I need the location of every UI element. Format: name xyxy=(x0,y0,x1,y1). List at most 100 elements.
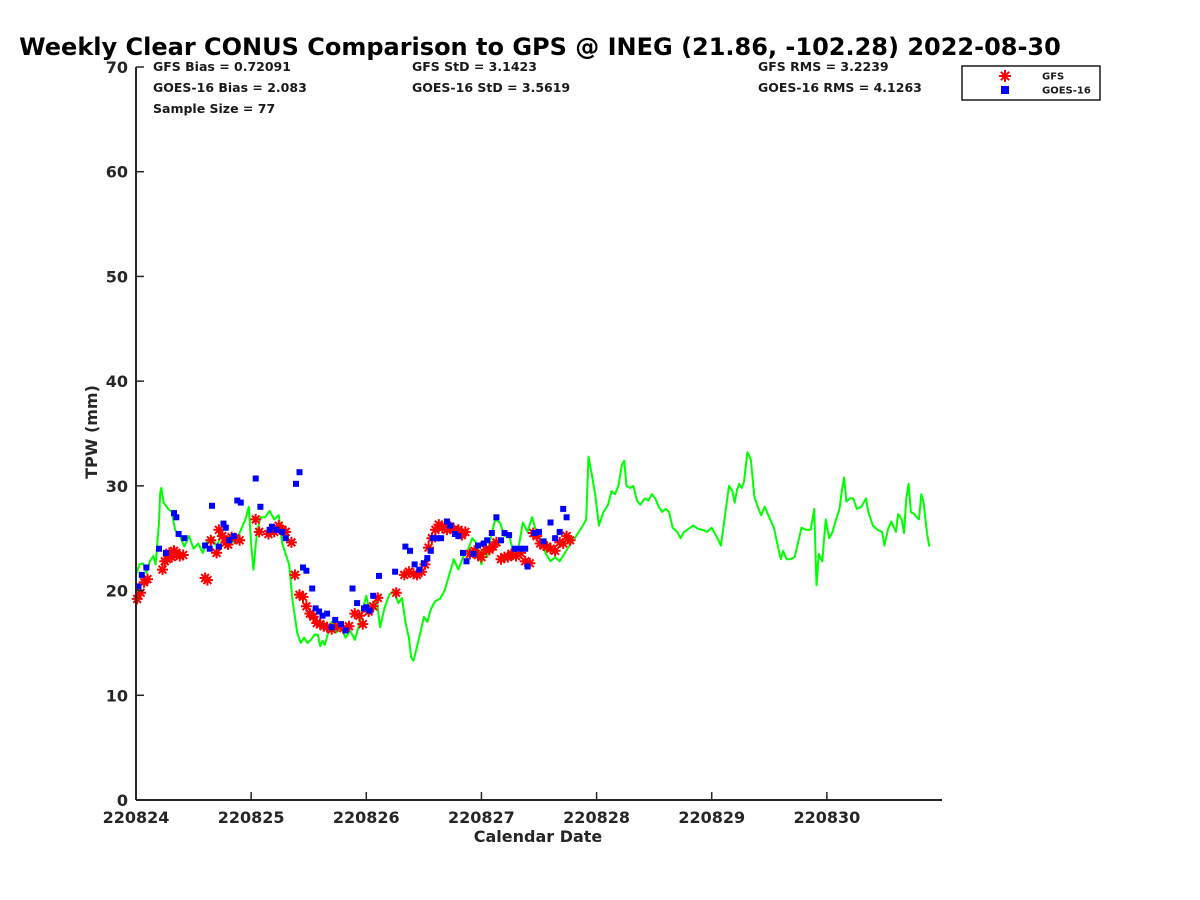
gfs-point xyxy=(253,526,265,538)
goes16-point xyxy=(411,561,418,568)
gfs-point xyxy=(343,620,355,632)
gfs-point xyxy=(280,526,292,538)
goes16-point xyxy=(363,604,370,611)
gfs-point xyxy=(545,543,556,555)
gfs-point xyxy=(234,534,246,546)
legend-label: GFS xyxy=(1042,72,1064,83)
gfs-point xyxy=(510,550,522,562)
goes16-point xyxy=(332,616,339,623)
goes16-point xyxy=(309,585,316,592)
legend-goes16-marker xyxy=(1001,86,1009,94)
goes16-point xyxy=(300,564,306,571)
goes16-point xyxy=(552,535,559,542)
goes16-point xyxy=(279,528,286,535)
gfs-point xyxy=(211,547,223,559)
goes16-point xyxy=(392,568,399,575)
goes16-point xyxy=(143,564,150,571)
y-tick-label: 30 xyxy=(106,477,128,496)
legend: GFS GOES-16 xyxy=(961,65,1101,101)
y-tick-label: 40 xyxy=(106,372,128,391)
goes16-point xyxy=(524,563,531,570)
gfs-point xyxy=(549,545,561,557)
stats-block: GFS Bias = 0.72091 GOES-16 Bias = 2.083 … xyxy=(153,59,922,116)
goes16-point xyxy=(427,547,434,554)
goes16-point xyxy=(215,543,222,550)
gfs-rms-stat: GFS RMS = 3.2239 xyxy=(758,59,889,74)
goes16-point xyxy=(438,535,445,542)
gfs-point xyxy=(538,540,550,551)
goes16-point xyxy=(220,520,227,527)
gfs-point xyxy=(459,526,471,538)
goes16-point xyxy=(493,514,500,521)
gfs-point xyxy=(557,538,569,549)
gfs-point xyxy=(157,564,168,576)
goes16-point xyxy=(316,608,323,615)
goes16-point xyxy=(560,505,567,512)
gfs-point xyxy=(349,608,361,620)
y-tick-label: 20 xyxy=(106,582,128,601)
goes16-point xyxy=(303,567,310,574)
y-tick-label: 0 xyxy=(117,791,128,810)
gfs-point xyxy=(177,549,189,561)
goes16-point xyxy=(522,545,529,552)
goes16-point xyxy=(181,535,188,542)
gfs-point xyxy=(142,573,153,585)
goes16-point xyxy=(209,502,215,509)
goes16-point xyxy=(324,610,331,617)
goes16-point xyxy=(370,592,377,599)
goes16-point xyxy=(349,585,356,592)
gfs-point xyxy=(390,587,402,599)
goes16-point xyxy=(416,566,423,573)
y-tick-label: 50 xyxy=(106,267,128,286)
gfs-point xyxy=(216,530,228,542)
goes16-point xyxy=(451,531,458,537)
goes16-point xyxy=(443,518,450,525)
legend-gfs-marker xyxy=(999,70,1011,82)
goes16-point xyxy=(135,583,142,590)
goes16-point xyxy=(282,535,289,542)
goes16-point xyxy=(252,475,259,482)
goes16-point xyxy=(475,542,481,549)
goes16-point xyxy=(354,600,361,607)
goes16-point xyxy=(463,558,470,565)
goes16-point xyxy=(366,607,373,614)
goes16-point xyxy=(206,545,213,552)
goes-bias-stat: GOES-16 Bias = 2.083 xyxy=(153,80,307,95)
x-tick-label: 220824 xyxy=(103,808,170,827)
series-gps xyxy=(135,451,931,662)
x-tick-label: 220829 xyxy=(678,808,745,827)
gfs-point xyxy=(564,534,576,546)
gfs-point xyxy=(505,548,517,560)
y-axis-label: TPW (mm) xyxy=(82,385,101,479)
goes16-point xyxy=(296,469,303,476)
goes16-point xyxy=(222,524,229,531)
goes16-point xyxy=(460,549,466,556)
gfs-point xyxy=(332,620,343,632)
y-tick-label: 70 xyxy=(106,58,128,77)
goes16-point xyxy=(268,523,275,530)
x-tick-label: 220825 xyxy=(218,808,285,827)
goes16-point xyxy=(556,528,563,535)
goes16-point xyxy=(402,543,409,550)
gfs-point xyxy=(524,557,536,569)
goes16-point xyxy=(237,499,244,506)
gfs-point xyxy=(166,551,178,563)
goes16-point xyxy=(202,542,209,549)
series-gfs xyxy=(131,513,576,635)
goes16-point xyxy=(173,514,180,521)
gfs-point xyxy=(452,524,464,536)
goes16-point xyxy=(517,545,524,552)
axes-layer xyxy=(135,67,942,801)
goes16-point xyxy=(266,526,273,533)
goes16-point xyxy=(328,624,335,631)
goes-std-stat: GOES-16 StD = 3.5619 xyxy=(412,80,570,95)
gfs-point xyxy=(321,621,333,633)
series-goes-16 xyxy=(135,469,570,634)
gfs-point xyxy=(411,569,423,581)
goes16-point xyxy=(273,526,280,533)
goes16-point xyxy=(230,533,237,540)
goes16-point xyxy=(484,537,491,544)
goes16-point xyxy=(342,627,349,634)
gfs-point xyxy=(250,513,262,525)
gfs-point xyxy=(423,542,434,554)
